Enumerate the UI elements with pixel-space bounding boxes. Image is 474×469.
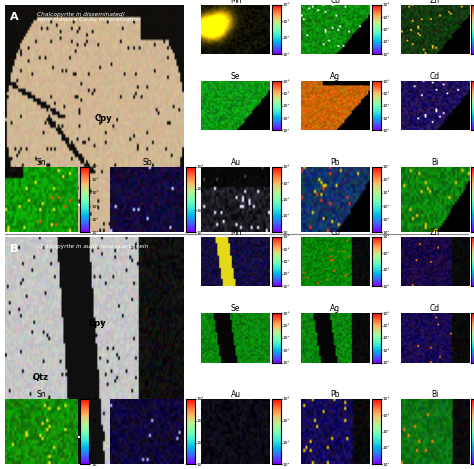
Title: Sn: Sn xyxy=(36,158,46,166)
Title: Bi: Bi xyxy=(431,158,438,166)
Text: Chalcopyrite in disseminated/
semi-massive Cu-Au mineralization: Chalcopyrite in disseminated/ semi-massi… xyxy=(37,12,141,23)
Title: Ag: Ag xyxy=(330,72,340,81)
Title: Mn: Mn xyxy=(230,0,241,5)
Title: Pb: Pb xyxy=(330,158,340,166)
Title: Zn: Zn xyxy=(430,227,440,237)
Title: Co: Co xyxy=(330,0,340,5)
Title: Au: Au xyxy=(230,390,241,399)
Title: Sb: Sb xyxy=(142,158,152,166)
Title: Cd: Cd xyxy=(430,72,440,81)
Text: Cpy: Cpy xyxy=(89,319,107,328)
Text: 500 μm: 500 μm xyxy=(37,212,58,217)
Title: Sb: Sb xyxy=(142,390,152,399)
Title: Cd: Cd xyxy=(430,304,440,313)
Title: Sn: Sn xyxy=(36,390,46,399)
Title: Mn: Mn xyxy=(230,227,241,237)
Title: Se: Se xyxy=(231,72,240,81)
Title: Co: Co xyxy=(330,227,340,237)
Title: Zn: Zn xyxy=(430,0,440,5)
Title: Bi: Bi xyxy=(431,390,438,399)
Text: Cpy: Cpy xyxy=(94,114,112,123)
Title: Se: Se xyxy=(231,304,240,313)
Title: Ag: Ag xyxy=(330,304,340,313)
Title: Pb: Pb xyxy=(330,390,340,399)
Text: Qtz: Qtz xyxy=(33,373,48,382)
Text: A: A xyxy=(10,12,19,22)
Text: Chalcopyrite in auriferous quartz vein: Chalcopyrite in auriferous quartz vein xyxy=(37,243,148,249)
Text: B: B xyxy=(10,243,18,254)
Text: 500 μm: 500 μm xyxy=(37,444,58,449)
Title: Au: Au xyxy=(230,158,241,166)
